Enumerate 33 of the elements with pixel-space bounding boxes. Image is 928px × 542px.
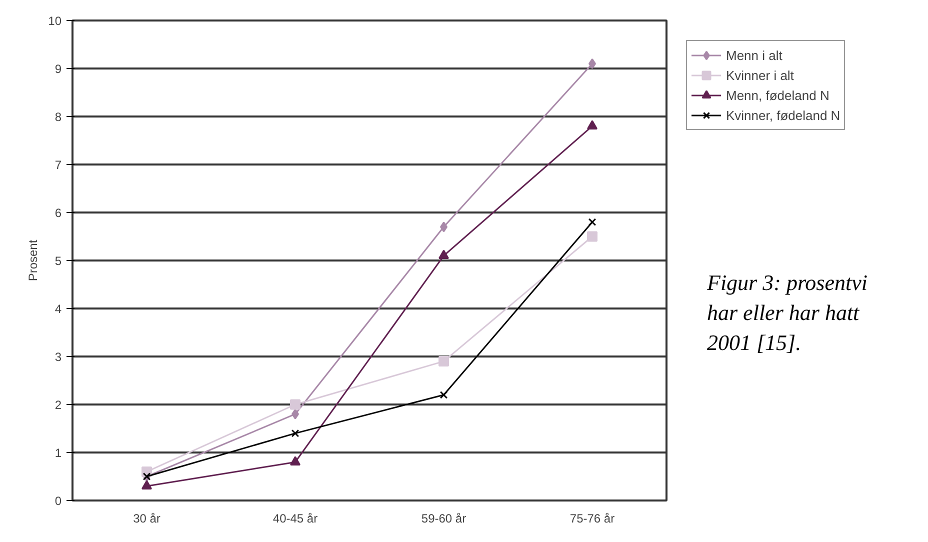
y-tick-label: 9: [54, 62, 62, 76]
y-axis-title: Prosent: [26, 239, 40, 282]
point: [142, 480, 152, 490]
y-tick-label: 2: [54, 398, 62, 412]
point: [438, 250, 449, 260]
y-tick-label: 5: [54, 254, 62, 268]
y-tick-label: 8: [54, 110, 62, 124]
y-tick-label: 0: [54, 494, 62, 508]
legend-label: Kvinner i alt: [726, 68, 794, 82]
point: [290, 399, 300, 410]
y-tick-label: 4: [54, 302, 62, 316]
y-tick-label: 1: [54, 446, 62, 460]
point: [587, 120, 598, 130]
legend-label: Menn, fødeland N: [726, 88, 830, 102]
x-tick-label: 59-60 år: [421, 512, 466, 526]
y-tick-label: 3: [54, 350, 62, 364]
point: [440, 390, 448, 399]
point: [291, 429, 300, 438]
text: har eller har hatt: [707, 299, 860, 327]
point: [587, 231, 598, 242]
y-tick-label: 7: [54, 158, 62, 172]
text: 2001 [15].: [707, 329, 802, 357]
point: [290, 456, 300, 466]
x-tick-label: 75-76 år: [570, 512, 615, 526]
y-tick-label: 6: [54, 206, 62, 220]
legend-label: Kvinner, fødeland N: [726, 108, 840, 122]
x-tick-label: 30 år: [133, 512, 160, 526]
point: [588, 218, 596, 226]
y-tick-label: 10: [48, 14, 62, 28]
legend-label: Menn i alt: [726, 48, 782, 62]
x-tick-label: 40-45 år: [272, 512, 318, 526]
text: Figur 3: prosentvi: [707, 269, 868, 297]
point: [438, 356, 449, 367]
